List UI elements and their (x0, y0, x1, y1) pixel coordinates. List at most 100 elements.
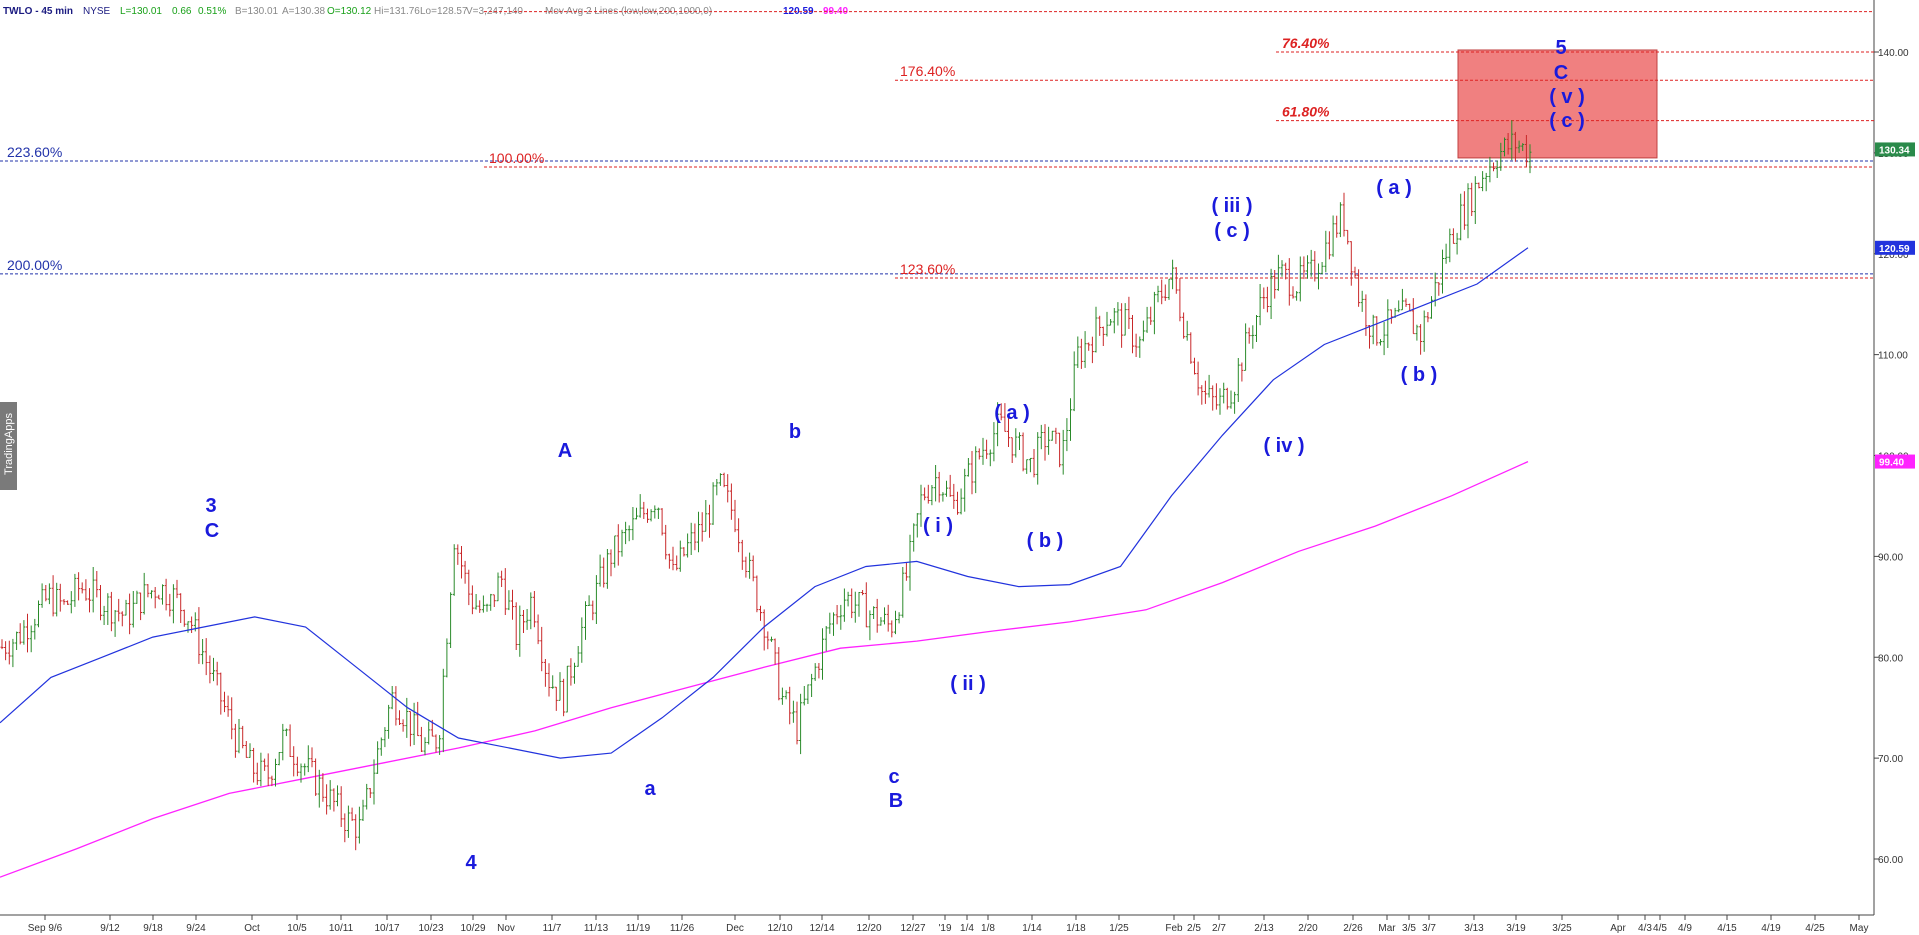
time-tick-label: 3/7 (1422, 923, 1436, 934)
time-tick-label: 4/25 (1805, 923, 1825, 934)
wave-label: ( iv ) (1263, 435, 1304, 457)
wave-label: ( ii ) (950, 673, 986, 695)
exchange-label: NYSE (83, 6, 111, 17)
time-tick-label: 11/7 (543, 923, 562, 934)
time-tick-label: 9/12 (100, 923, 120, 934)
tradingapps-watermark: TradingApps (0, 402, 17, 490)
time-tick-label: 2/13 (1254, 923, 1274, 934)
time-tick-label: 2/7 (1212, 923, 1226, 934)
change-pct-label: 0.51% (198, 6, 226, 17)
wave-label: a (644, 778, 656, 800)
open-label: O=130.12 (327, 6, 372, 17)
time-tick-label: 3/25 (1552, 923, 1572, 934)
time-tick-label: 2/5 (1187, 923, 1201, 934)
ma-fast-layer (0, 247, 1529, 759)
time-tick-label: 12/20 (856, 923, 881, 934)
low-label: Lo=128.57 (420, 6, 468, 17)
time-tick-label: Nov (497, 923, 515, 934)
time-tick-label: 9/18 (143, 923, 163, 934)
wave-label: ( c ) (1214, 220, 1250, 242)
time-tick-label: 10/5 (287, 923, 307, 934)
wave-label: ( iii ) (1211, 195, 1252, 217)
wave-label: C (205, 520, 219, 542)
fib-label: 61.80% (1282, 104, 1330, 120)
wave-label: ( a ) (1376, 177, 1412, 199)
time-tick-label: 1/25 (1109, 923, 1129, 934)
time-tick-label: 1/4 (960, 923, 974, 934)
price-tag-label: 120.59 (1879, 244, 1910, 255)
ask-label: A=130.38 (282, 6, 326, 17)
price-tag-label: 130.34 (1879, 145, 1910, 156)
ma-slow-line (0, 461, 1529, 878)
time-tick-label: 10/11 (329, 923, 354, 934)
wave-label: A (558, 440, 572, 462)
wave-label: B (889, 790, 903, 812)
fib-label: 76.40% (1282, 35, 1330, 51)
time-tick-label: 12/27 (900, 923, 925, 934)
fib-label: 176.40% (900, 63, 955, 79)
price-tags: 130.34 120.59 99.40 (1875, 142, 1915, 469)
target-zone-box (1457, 49, 1658, 159)
wave-label: C (1554, 62, 1568, 84)
time-tick-label: 2/26 (1343, 923, 1363, 934)
wave-labels: 3 C 4 A a b c B ( i ) ( ii ) ( a ) ( b )… (205, 37, 1585, 874)
price-tick-label: 120.00 (1878, 250, 1909, 261)
price-tag (1875, 240, 1915, 255)
time-tick-label: Dec (726, 923, 744, 934)
wave-label: c (888, 766, 899, 788)
time-tick-label: 10/17 (374, 923, 399, 934)
time-tick-label: May (1850, 923, 1869, 934)
study-label: Mov Avg 2 Lines (low,low,200,1000,0) (545, 6, 712, 17)
time-tick-label: 2/20 (1298, 923, 1318, 934)
candles-layer (0, 120, 1532, 851)
wave-label: ( a ) (994, 402, 1030, 424)
time-tick-label: 10/23 (418, 923, 443, 934)
price-tag-label: 99.40 (1879, 458, 1904, 469)
price-tick-label: 140.00 (1878, 48, 1909, 59)
wave-label: b (789, 421, 801, 443)
ma-slow-layer (0, 461, 1529, 878)
time-tick-label: 3/5 (1402, 923, 1416, 934)
time-tick-label: 1/18 (1066, 923, 1086, 934)
time-tick-label: 4/3 (1638, 923, 1652, 934)
fib-levels: 223.60% 200.00% 100.00% 176.40% 123.60% 76.40… (0, 11, 1874, 279)
target-zone-layer (1457, 49, 1658, 159)
high-label: Hi=131.76 (374, 6, 420, 17)
fib-label: 200.00% (7, 257, 62, 273)
price-tag (1875, 454, 1915, 469)
time-tick-label: 4/5 (1653, 923, 1667, 934)
fib-label: 100.00% (489, 150, 544, 166)
bid-label: B=130.01 (235, 6, 279, 17)
wave-label: ( c ) (1549, 110, 1585, 132)
time-tick-label: '19 (938, 923, 951, 934)
wave-label: ( b ) (1401, 364, 1438, 386)
price-tick-label: 110.00 (1878, 351, 1908, 362)
wave-label: 3 (205, 495, 216, 517)
time-tick-label: 12/10 (767, 923, 792, 934)
time-tick-label: Oct (244, 923, 260, 934)
ma-fast-value: 120.59 (783, 6, 814, 17)
time-tick-label: 12/14 (809, 923, 834, 934)
time-tick-label: 3/13 (1464, 923, 1484, 934)
price-tick-label: 80.00 (1878, 653, 1903, 664)
time-tick-label: Mar (1378, 923, 1396, 934)
time-tick-label: 4/15 (1717, 923, 1737, 934)
time-axis: Sep 9/6 9/12 9/18 9/24 Oct 10/5 10/11 10/17 10/2… (28, 915, 1869, 934)
time-tick-label: 4/9 (1678, 923, 1692, 934)
last-label: L=130.01 (120, 6, 162, 17)
time-tick-label: 11/13 (584, 923, 609, 934)
price-tick-label: 90.00 (1878, 552, 1903, 563)
time-tick-label: Apr (1610, 923, 1626, 934)
fib-label: 223.60% (7, 144, 62, 160)
wave-label: 5 (1555, 37, 1566, 59)
price-tag (1875, 142, 1915, 157)
fib-label: 123.60% (900, 261, 955, 277)
time-tick-label: 9/24 (186, 923, 206, 934)
symbol-label: TWLO - 45 min (3, 6, 73, 17)
time-tick-label: 11/26 (670, 923, 695, 934)
time-tick-label: 1/8 (981, 923, 995, 934)
wave-label: ( v ) (1549, 86, 1585, 108)
wave-label: 4 (465, 852, 477, 874)
price-tick-label: 70.00 (1878, 754, 1903, 765)
wave-label: ( i ) (923, 515, 953, 537)
